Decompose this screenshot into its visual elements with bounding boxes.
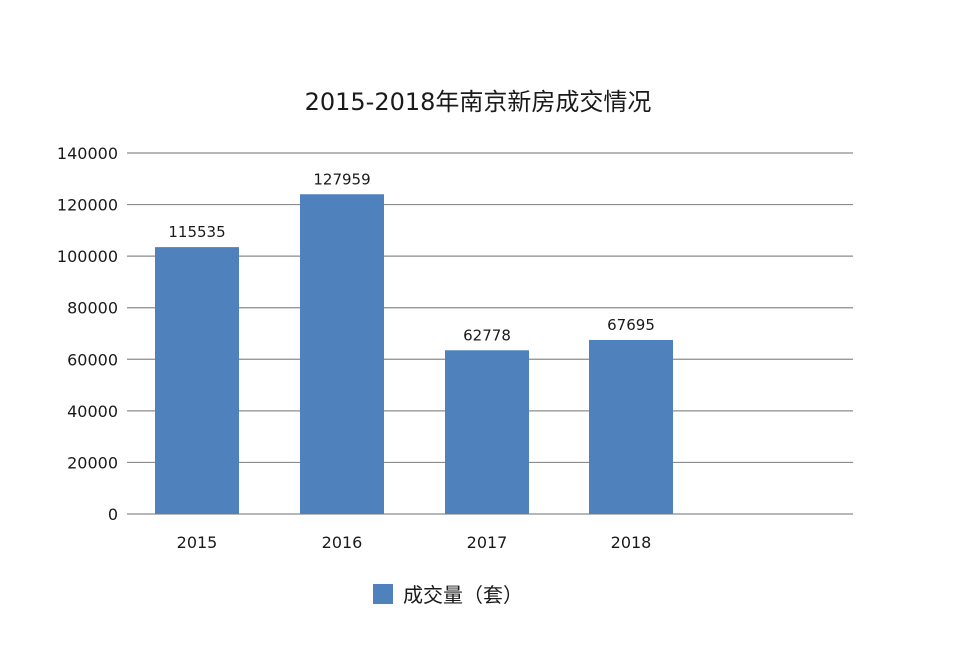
data-labels: 115535 127959 62778 67695 — [168, 170, 654, 344]
y-tick-label: 140000 — [57, 144, 118, 163]
data-label: 115535 — [168, 223, 225, 241]
x-tick-label: 2015 — [177, 533, 218, 552]
y-tick-label: 60000 — [67, 350, 118, 369]
y-tick-label: 40000 — [67, 402, 118, 421]
y-tick-label: 80000 — [67, 299, 118, 318]
chart-title: 2015-2018年南京新房成交情况 — [305, 88, 652, 116]
x-tick-label: 2017 — [467, 533, 508, 552]
data-label: 127959 — [313, 170, 370, 188]
bar — [589, 339, 673, 514]
y-tick-label: 20000 — [67, 453, 118, 472]
y-tick-label: 120000 — [57, 196, 118, 215]
bar — [155, 247, 239, 514]
bar — [445, 350, 529, 514]
bars — [155, 194, 673, 514]
x-axis-ticks: 2015 2016 2017 2018 — [177, 533, 652, 552]
y-tick-label: 100000 — [57, 247, 118, 266]
x-tick-label: 2016 — [322, 533, 363, 552]
y-tick-label: 0 — [108, 505, 118, 524]
data-label: 62778 — [463, 326, 511, 344]
x-tick-label: 2018 — [611, 533, 652, 552]
y-axis-ticks: 0 20000 40000 60000 80000 100000 120000 140000 — [57, 144, 118, 524]
legend: 成交量（套） — [373, 583, 523, 607]
legend-swatch — [373, 584, 393, 604]
data-label: 67695 — [607, 316, 655, 334]
bar — [300, 194, 384, 514]
legend-label: 成交量（套） — [403, 583, 523, 607]
